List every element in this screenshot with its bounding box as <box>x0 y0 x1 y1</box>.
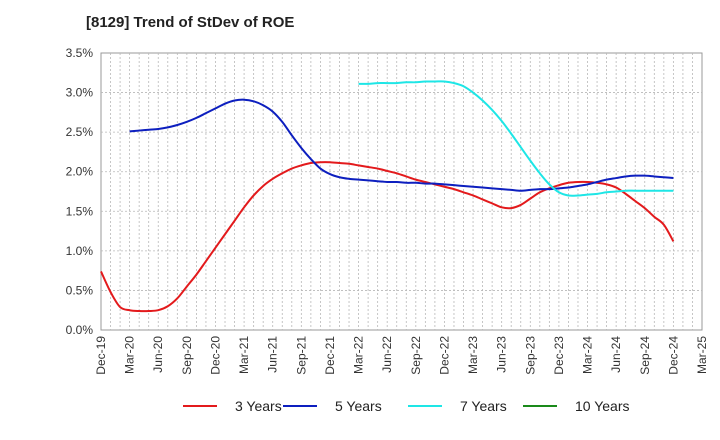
x-tick-label: Mar-25 <box>695 336 709 374</box>
legend-label-3-years: 3 Years <box>235 398 282 414</box>
y-tick-label: 0.0% <box>66 323 94 337</box>
legend-item-7-years: 7 Years <box>408 398 507 414</box>
x-tick-label: Mar-23 <box>466 336 480 374</box>
x-tick-label: Dec-19 <box>94 336 108 375</box>
x-tick-label: Dec-20 <box>208 336 222 375</box>
x-tick-label: Dec-23 <box>552 336 566 375</box>
y-tick-label: 3.5% <box>66 46 94 60</box>
series-line-5-years <box>129 98 674 192</box>
legend-item-10-years: 10 Years <box>523 398 630 414</box>
plot-area <box>100 52 703 331</box>
y-tick-label: 0.5% <box>66 283 94 297</box>
y-tick-label: 1.0% <box>66 244 94 258</box>
x-tick-label: Dec-22 <box>437 336 451 375</box>
y-tick-label: 2.0% <box>66 165 94 179</box>
legend-item-3-years: 3 Years <box>183 398 282 414</box>
x-tick-label: Mar-24 <box>581 336 595 374</box>
y-tick-label: 1.5% <box>66 204 94 218</box>
x-tick-label: Jun-22 <box>380 336 394 373</box>
legend-swatch-7-years <box>408 405 442 407</box>
x-tick-label: Sep-22 <box>409 336 423 375</box>
series-line-3-years <box>100 161 675 313</box>
x-tick-label: Dec-24 <box>666 336 680 375</box>
chart-title: [8129] Trend of StDev of ROE <box>86 14 295 31</box>
x-tick-label: Sep-24 <box>638 336 652 375</box>
legend-label-7-years: 7 Years <box>460 398 507 414</box>
legend-swatch-10-years <box>523 405 557 407</box>
x-tick-label: Mar-22 <box>352 336 366 374</box>
x-tick-label: Sep-23 <box>523 336 537 375</box>
x-tick-label: Sep-21 <box>294 336 308 375</box>
chart-legend: 3 Years 5 Years 7 Years 10 Years <box>0 398 720 432</box>
legend-swatch-5-years <box>283 405 317 407</box>
y-tick-label: 3.0% <box>66 86 94 100</box>
legend-label-10-years: 10 Years <box>575 398 630 414</box>
x-tick-label: Jun-21 <box>266 336 280 373</box>
x-tick-label: Mar-21 <box>237 336 251 374</box>
y-tick-label: 2.5% <box>66 125 94 139</box>
x-tick-label: Jun-24 <box>609 336 623 373</box>
legend-swatch-3-years <box>183 405 217 407</box>
x-tick-label: Jun-23 <box>495 336 509 373</box>
x-tick-label: Dec-21 <box>323 336 337 375</box>
x-tick-label: Mar-20 <box>123 336 137 374</box>
x-tick-label: Sep-20 <box>180 336 194 375</box>
legend-label-5-years: 5 Years <box>335 398 382 414</box>
series-line-7-years <box>358 80 674 197</box>
x-tick-label: Jun-20 <box>151 336 165 373</box>
legend-item-5-years: 5 Years <box>283 398 382 414</box>
